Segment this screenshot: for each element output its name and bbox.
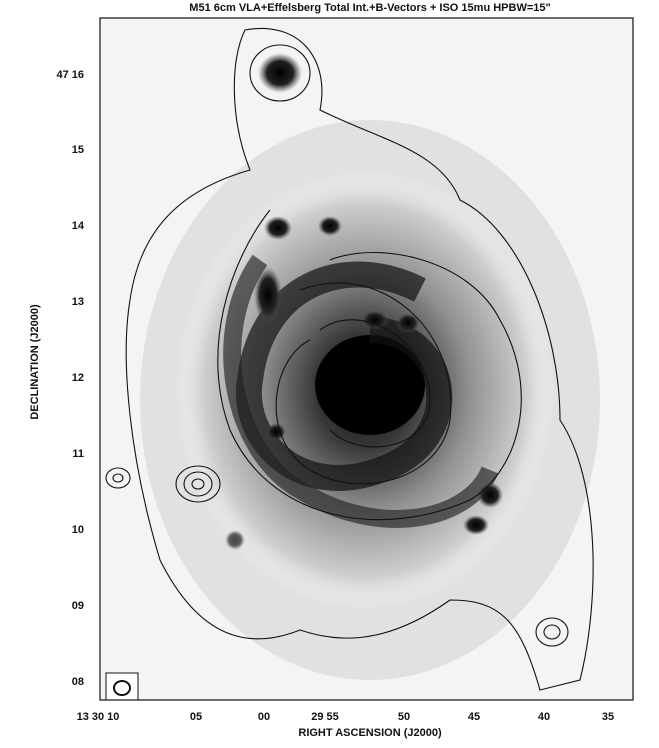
y-tick-label: 47 16 <box>56 69 84 81</box>
y-tick-label: 10 <box>72 524 84 536</box>
y-tick-label: 13 <box>72 296 84 308</box>
x-tick-label: 05 <box>190 711 202 723</box>
x-tick-label: 13 30 10 <box>77 711 120 723</box>
x-tick-label: 29 55 <box>311 711 339 723</box>
x-tick-label: 35 <box>602 711 614 723</box>
x-tick-label: 45 <box>468 711 480 723</box>
x-tick-label: 40 <box>538 711 550 723</box>
y-axis-label: DECLINATION (J2000) <box>29 304 41 420</box>
y-tick-label: 08 <box>72 676 84 688</box>
y-tick-label: 11 <box>72 448 84 460</box>
x-tick-label: 00 <box>258 711 270 723</box>
y-tick-label: 14 <box>72 220 85 232</box>
x-axis-label: RIGHT ASCENSION (J2000) <box>298 727 442 739</box>
y-tick-label: 09 <box>72 600 84 612</box>
x-tick-label: 50 <box>398 711 410 723</box>
y-tick-label: 15 <box>72 144 84 156</box>
map-image <box>100 18 633 701</box>
y-tick-label: 12 <box>72 372 84 384</box>
title: M51 6cm VLA+Effelsberg Total Int.+B-Vect… <box>189 2 550 14</box>
figure: M51 6cm VLA+Effelsberg Total Int.+B-Vect… <box>0 0 659 743</box>
